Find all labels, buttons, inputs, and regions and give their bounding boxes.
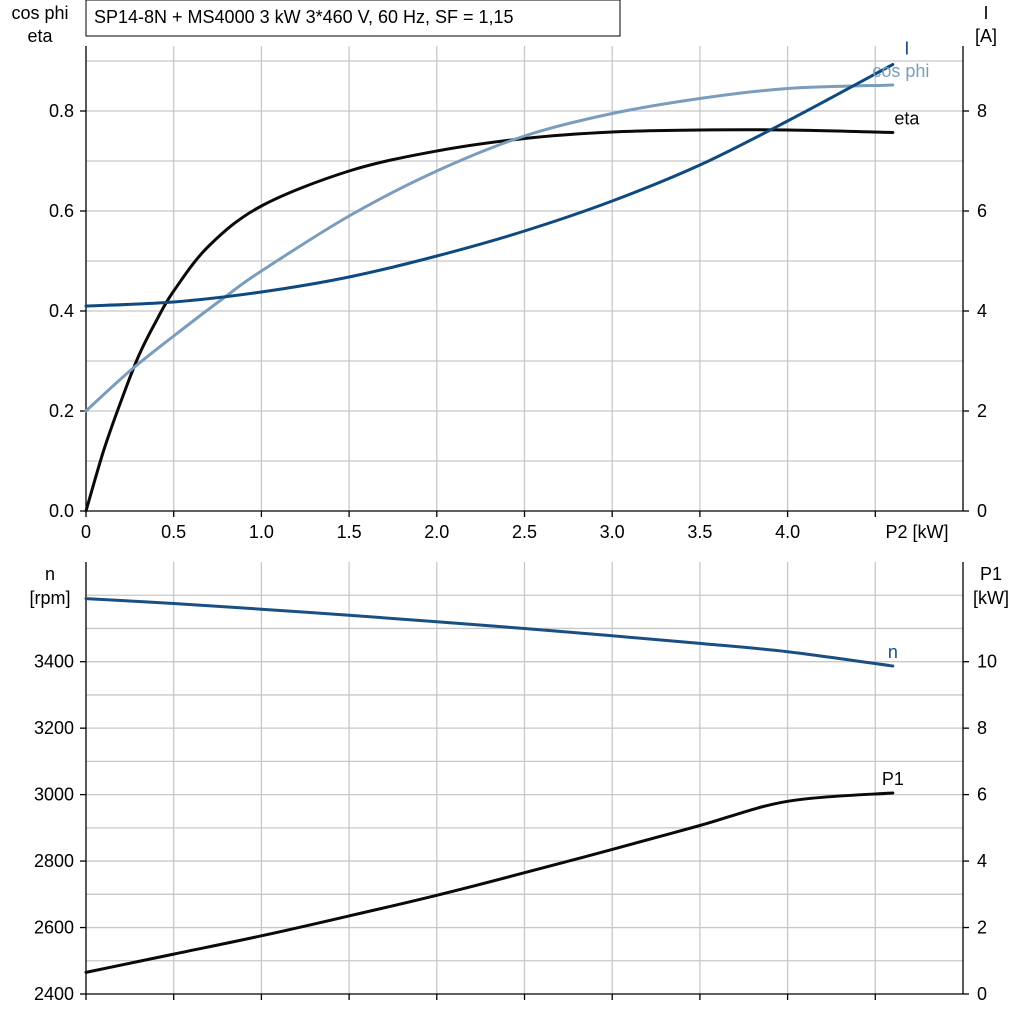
upper-x-tick-label: 1.5 <box>337 522 362 542</box>
lower-left-tick-label: 2400 <box>34 984 74 1004</box>
upper-axes <box>80 46 969 517</box>
lower-curves <box>84 597 895 974</box>
upper-right-tick-label: 8 <box>977 101 987 121</box>
upper-x-tick-label: 4.0 <box>775 522 800 542</box>
upper-right-tick-label: 6 <box>977 201 987 221</box>
upper-series-eta-line <box>84 128 895 513</box>
upper-labels: 0.0 0.2 0.4 0.6 0.8 0 2 4 6 8 0 0.5 1.0 1.5 2.0 2.5 3.0 3… <box>49 39 987 543</box>
upper-x-tick-label: 2.0 <box>424 522 449 542</box>
lower-series-n-line <box>84 597 895 668</box>
lower-left-tick-label: 3000 <box>34 785 74 805</box>
lower-labels: 2400 2600 2800 3000 3200 3400 0 2 4 6 8 10 n P1 <box>34 642 997 1004</box>
upper-x-axis-label: P2 [kW] <box>885 522 948 542</box>
upper-left-axis-label-1: cos phi <box>11 3 68 23</box>
lower-left-tick-label: 3200 <box>34 718 74 738</box>
lower-axes <box>80 562 969 1000</box>
upper-x-tick-label: 3.0 <box>600 522 625 542</box>
upper-left-tick-label: 0.0 <box>49 501 74 521</box>
upper-right-tick-label: 0 <box>977 501 987 521</box>
chart-title-box <box>85 0 621 37</box>
upper-series-i-line <box>84 63 895 308</box>
upper-curves <box>84 63 895 513</box>
lower-right-tick-label: 2 <box>977 918 987 938</box>
lower-left-tick-label: 2800 <box>34 851 74 871</box>
upper-x-tick-label: 3.5 <box>687 522 712 542</box>
lower-grid <box>86 562 963 994</box>
upper-left-axis-label-2: eta <box>27 26 53 46</box>
lower-left-tick-label: 2600 <box>34 918 74 938</box>
lower-left-tick-label: 3400 <box>34 652 74 672</box>
lower-right-tick-label: 0 <box>977 984 987 1004</box>
upper-x-tick-label: 2.5 <box>512 522 537 542</box>
upper-series-cos-phi-label: cos phi <box>872 61 929 81</box>
upper-right-tick-label: 2 <box>977 401 987 421</box>
upper-left-tick-label: 0.6 <box>49 201 74 221</box>
lower-right-tick-label: 4 <box>977 851 987 871</box>
lower-right-axis-label-1: P1 <box>980 564 1002 584</box>
upper-series-eta-label: eta <box>894 109 920 129</box>
lower-left-axis-label-1: n <box>45 564 55 584</box>
upper-x-tick-label: 1.0 <box>249 522 274 542</box>
upper-right-axis-label-2: [A] <box>975 26 997 46</box>
upper-series-cos-phi-line <box>84 83 895 413</box>
lower-left-axis-label-2: [rpm] <box>29 588 70 608</box>
upper-right-axis-label-1: I <box>983 3 988 23</box>
upper-left-tick-label: 0.2 <box>49 401 74 421</box>
upper-x-tick-label: 0 <box>81 522 91 542</box>
lower-right-axis-label-2: [kW] <box>973 588 1009 608</box>
upper-grid <box>86 46 963 511</box>
upper-right-tick-label: 4 <box>977 301 987 321</box>
lower-series-n-label: n <box>888 642 898 662</box>
lower-right-tick-label: 8 <box>977 718 987 738</box>
upper-left-tick-label: 0.4 <box>49 301 74 321</box>
upper-series-i-label: I <box>904 39 909 59</box>
lower-right-tick-label: 6 <box>977 785 987 805</box>
lower-right-tick-label: 10 <box>977 652 997 672</box>
upper-x-tick-label: 0.5 <box>161 522 186 542</box>
lower-series-p1-label: P1 <box>882 769 904 789</box>
upper-left-tick-label: 0.8 <box>49 101 74 121</box>
lower-series-p1-line <box>84 791 895 974</box>
chart-title: SP14-8N + MS4000 3 kW 3*460 V, 60 Hz, SF… <box>94 7 514 27</box>
